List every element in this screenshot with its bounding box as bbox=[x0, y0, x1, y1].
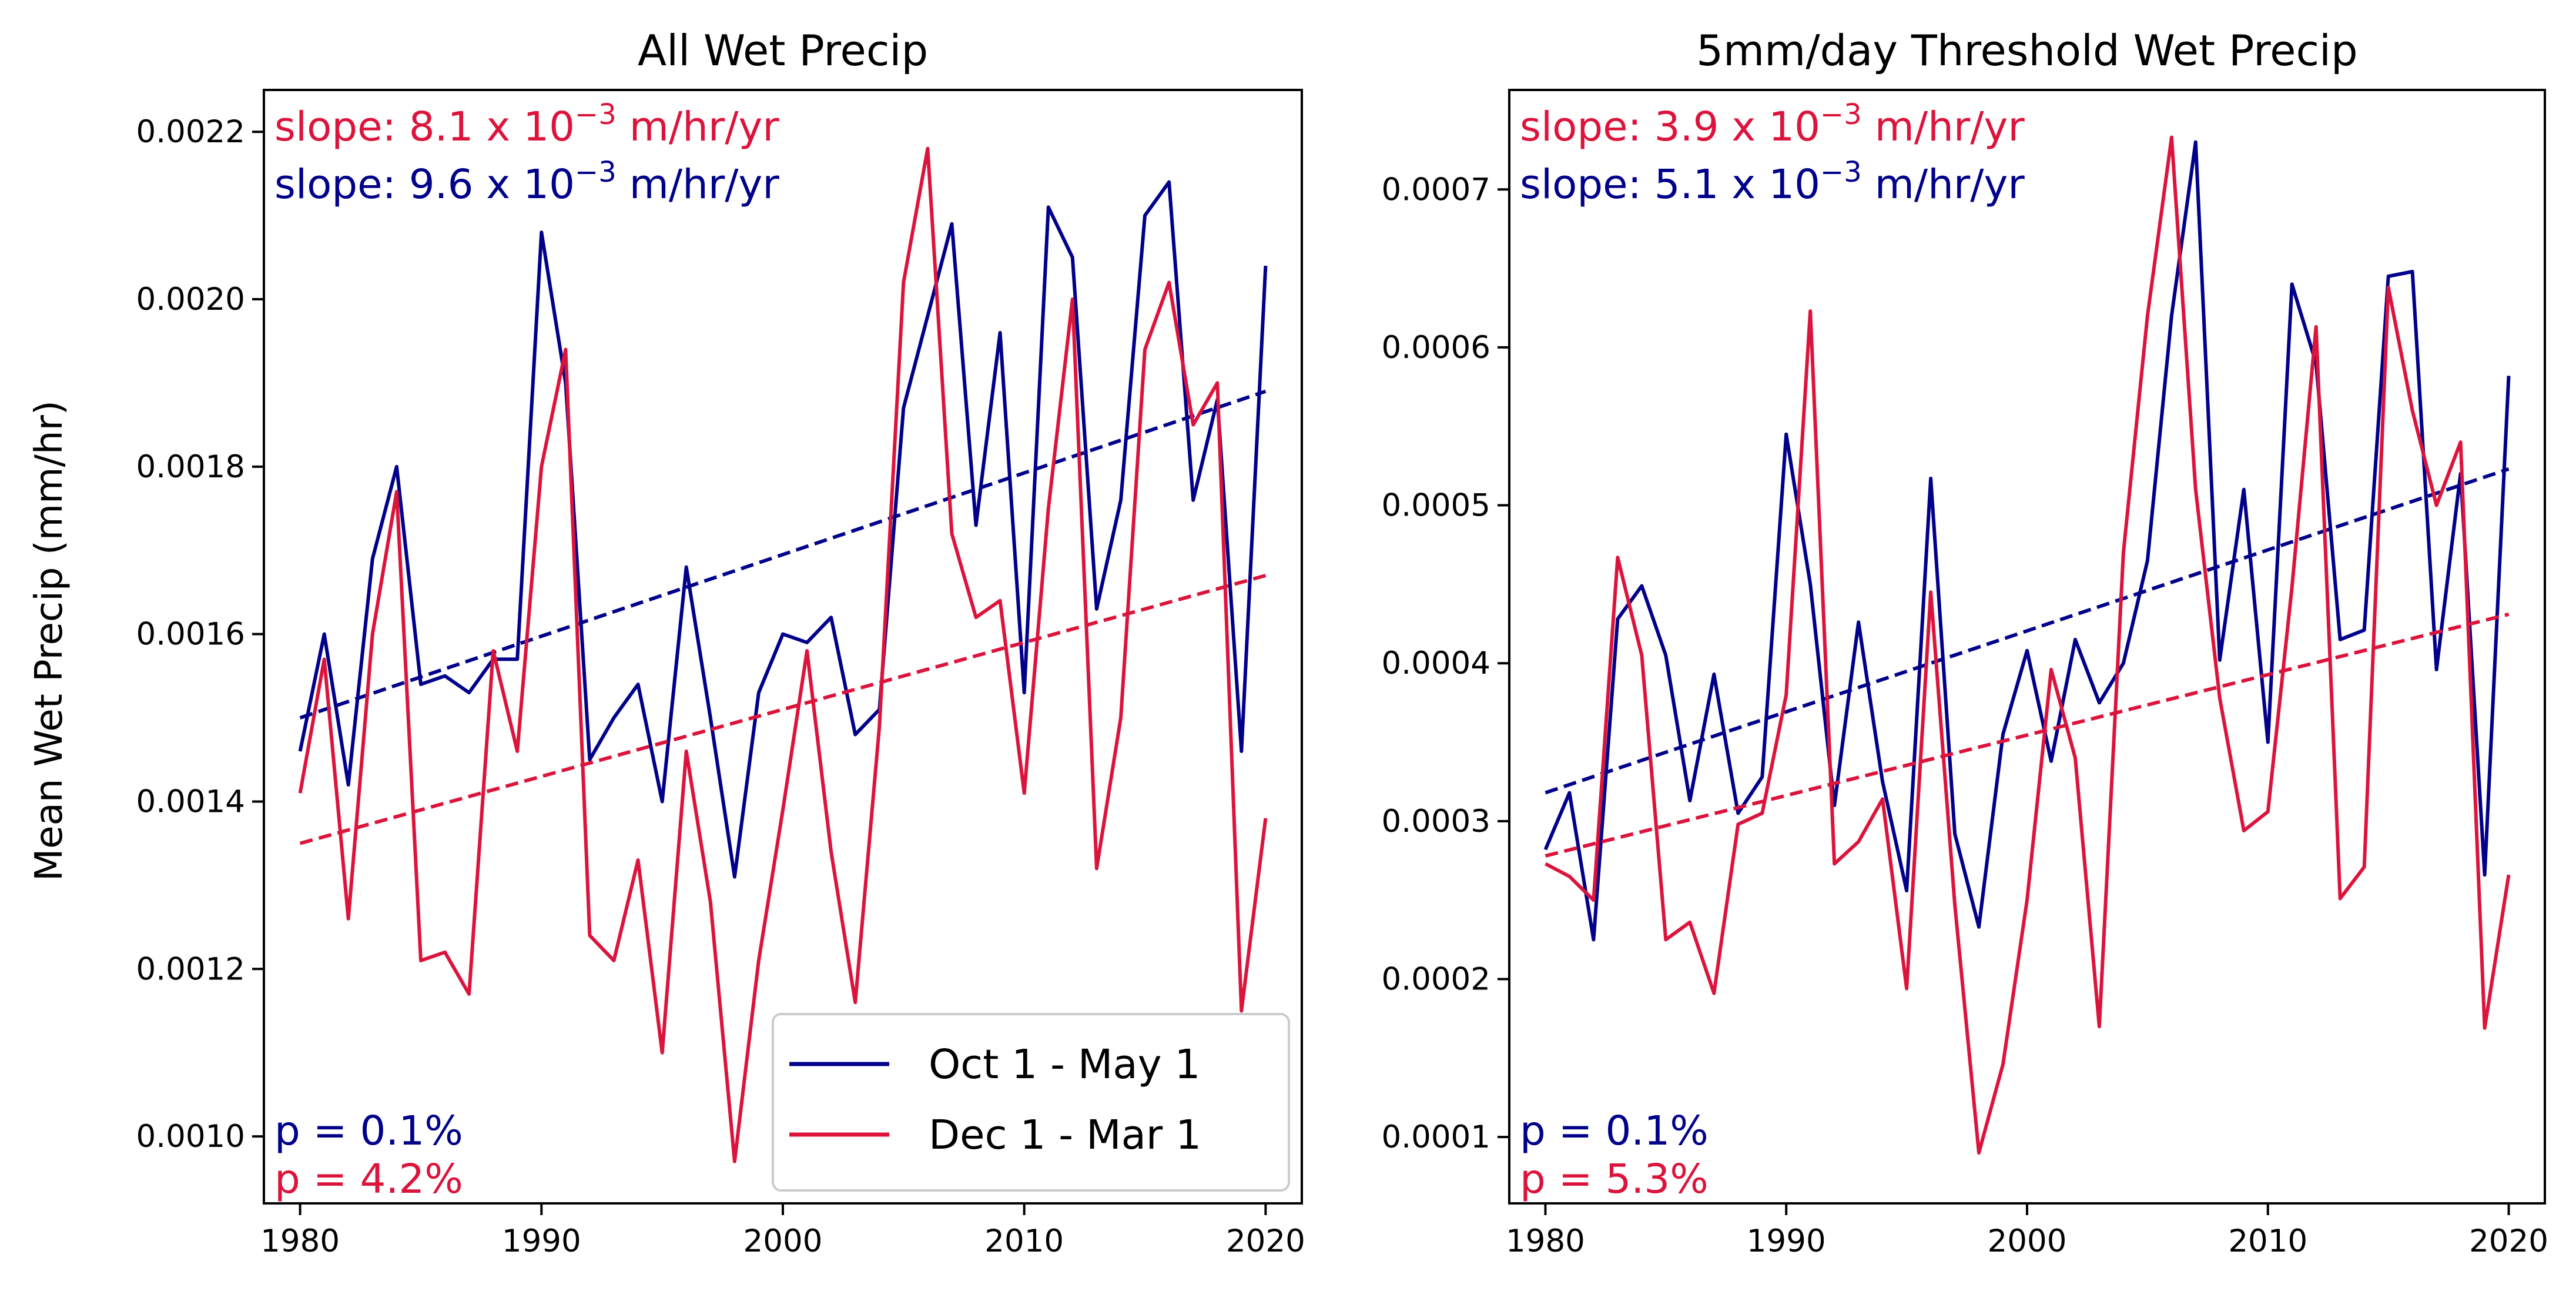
series-line-dec-mar bbox=[298, 146, 1268, 1163]
y-tick-label: 0.0004 bbox=[1382, 645, 1490, 681]
slope-annotation-red-text: slope: 8.1 x 10 bbox=[274, 103, 575, 150]
p-value-red: p = 5.3% bbox=[1520, 1156, 1709, 1203]
y-tick-label: 0.0001 bbox=[1382, 1119, 1490, 1155]
x-tick-label: 2010 bbox=[2228, 1223, 2307, 1259]
y-tick-label: 0.0003 bbox=[1382, 804, 1490, 839]
panel-all-wet-precip: All Wet Precip 1980 1990 2000 2010 2020 0.0010… bbox=[136, 26, 1305, 1259]
plot-frame bbox=[1508, 89, 2546, 1205]
x-tick-label: 2010 bbox=[984, 1223, 1064, 1259]
x-tick-label: 2020 bbox=[2469, 1223, 2548, 1259]
x-tick-label: 1980 bbox=[260, 1223, 340, 1259]
y-tick-label: 0.0016 bbox=[136, 617, 245, 653]
chart-title: 5mm/day Threshold Wet Precip bbox=[1696, 26, 2358, 75]
trend-line-oct-may bbox=[299, 389, 1267, 720]
p-value-blue: p = 0.1% bbox=[1520, 1108, 1709, 1155]
y-tick-label: 0.0007 bbox=[1382, 172, 1490, 208]
plot-frame bbox=[263, 89, 1303, 1205]
slope-annotation-red-unit: m/hr/yr bbox=[617, 103, 780, 150]
y-tick-label: 0.0006 bbox=[1382, 330, 1490, 366]
y-tick-label: 0.0010 bbox=[136, 1119, 245, 1155]
slope-annotation-blue-unit: m/hr/yr bbox=[617, 161, 780, 208]
slope-annotation-red-exponent: −3 bbox=[1820, 98, 1862, 131]
trend-line-oct-may bbox=[1545, 467, 2510, 795]
x-tick-label: 2020 bbox=[1226, 1223, 1305, 1259]
p-value-blue: p = 0.1% bbox=[274, 1108, 463, 1155]
slope-annotation-red: slope: 3.9 x 10−3 m/hr/yr bbox=[1520, 98, 2025, 150]
p-value-red: p = 4.2% bbox=[274, 1156, 463, 1203]
slope-annotation-blue: slope: 9.6 x 10−3 m/hr/yr bbox=[274, 156, 779, 208]
y-axis-label: Mean Wet Precip (mm/hr) bbox=[28, 400, 71, 881]
slope-annotation-blue-text: slope: 5.1 x 10 bbox=[1520, 161, 1820, 208]
y-tick-label: 0.0022 bbox=[136, 114, 245, 150]
y-tick-label: 0.0002 bbox=[1382, 962, 1490, 998]
y-tick-label: 0.0020 bbox=[136, 282, 245, 317]
slope-annotation-blue-unit: m/hr/yr bbox=[1862, 161, 2025, 208]
series-line-dec-mar bbox=[1545, 135, 2511, 1155]
slope-annotation-red-exponent: −3 bbox=[575, 98, 617, 131]
y-tick-label: 0.0014 bbox=[136, 784, 245, 819]
x-tick-label: 2000 bbox=[743, 1223, 823, 1259]
x-tick-label: 1990 bbox=[502, 1223, 581, 1259]
chart-title: All Wet Precip bbox=[638, 26, 928, 75]
slope-annotation-blue-exponent: −3 bbox=[575, 156, 617, 189]
legend-label-dec-mar: Dec 1 - Mar 1 bbox=[929, 1112, 1201, 1159]
legend-label-oct-may: Oct 1 - May 1 bbox=[929, 1041, 1200, 1088]
panel-threshold-wet-precip: 5mm/day Threshold Wet Precip 1980 1990 2000… bbox=[1382, 26, 2548, 1259]
trend-line-dec-mar bbox=[299, 574, 1267, 845]
y-tick-label: 0.0012 bbox=[136, 951, 245, 987]
x-tick-label: 2000 bbox=[1988, 1223, 2067, 1259]
slope-annotation-blue-exponent: −3 bbox=[1820, 156, 1862, 189]
x-tick-label: 1990 bbox=[1747, 1223, 1826, 1259]
legend: Oct 1 - May 1 Dec 1 - Mar 1 bbox=[772, 1013, 1290, 1192]
slope-annotation-red-unit: m/hr/yr bbox=[1862, 103, 2025, 150]
series-line-oct-may bbox=[298, 180, 1268, 879]
y-tick-label: 0.0018 bbox=[136, 449, 245, 485]
trend-line-dec-mar bbox=[1545, 613, 2510, 858]
x-tick-label: 1980 bbox=[1506, 1223, 1585, 1259]
slope-annotation-blue: slope: 5.1 x 10−3 m/hr/yr bbox=[1520, 156, 2025, 208]
slope-annotation-red: slope: 8.1 x 10−3 m/hr/yr bbox=[274, 98, 779, 150]
y-tick-label: 0.0005 bbox=[1382, 488, 1490, 524]
series-line-oct-may bbox=[1543, 140, 2511, 942]
slope-annotation-red-text: slope: 3.9 x 10 bbox=[1520, 103, 1820, 150]
legend-box bbox=[772, 1013, 1290, 1192]
slope-annotation-blue-text: slope: 9.6 x 10 bbox=[274, 161, 575, 208]
